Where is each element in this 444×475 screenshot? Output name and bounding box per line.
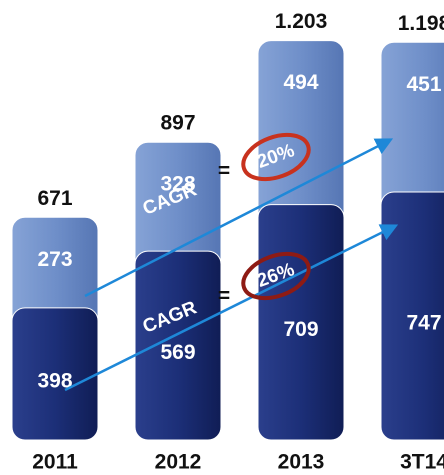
value-label: 494 xyxy=(283,71,318,94)
arrow xyxy=(64,224,399,392)
highlight xyxy=(241,251,311,301)
value-label: 569 xyxy=(160,341,195,364)
value-label: 273 xyxy=(37,248,72,271)
total-label: 1.203 xyxy=(275,10,328,33)
bar-segment xyxy=(134,250,222,441)
total-label: 1.198 xyxy=(398,12,444,35)
value-label: 398 xyxy=(37,369,72,392)
highlight xyxy=(241,132,311,182)
x-tick-label: 2012 xyxy=(155,451,202,474)
total-label: 897 xyxy=(160,112,195,135)
bar-segment xyxy=(380,41,444,213)
value-label: 328 xyxy=(160,173,195,196)
x-tick-label: 3T14 xyxy=(400,451,444,474)
annotation-sign: = xyxy=(218,285,230,308)
annotation-sign: = xyxy=(218,160,230,183)
annotations: CAGR = 20% CAGR = 26% xyxy=(64,132,399,392)
value-label: 709 xyxy=(283,318,318,341)
value-label: 747 xyxy=(406,312,441,335)
bar-segment xyxy=(257,204,345,441)
x-tick-label: 2011 xyxy=(32,451,78,474)
value-label: 451 xyxy=(406,73,441,96)
bar-segment xyxy=(380,191,444,441)
bars: 398 273 671 2011 569 328 897 2012 709 494 1.203 201… xyxy=(11,10,444,474)
total-label: 671 xyxy=(37,187,72,210)
bar-segment xyxy=(257,40,345,226)
arrow xyxy=(84,138,394,298)
x-tick-label: 2013 xyxy=(278,451,325,474)
